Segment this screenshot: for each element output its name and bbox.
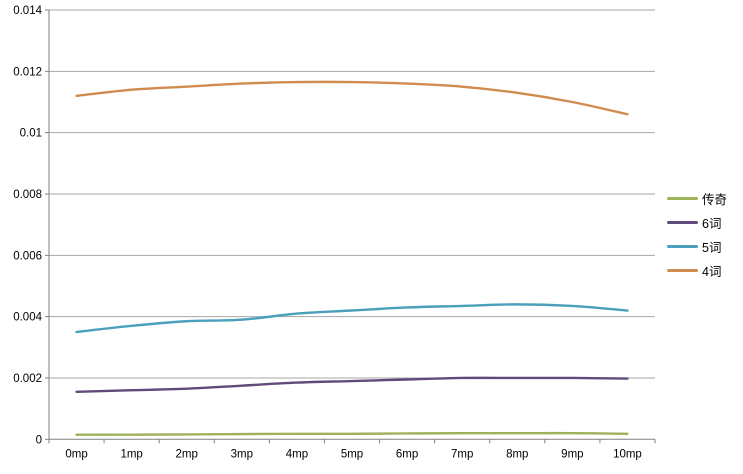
x-tick-label: 0mp: [65, 448, 87, 460]
series-line-2: [75, 303, 629, 334]
legend-item-chuanqi: 传奇: [667, 186, 727, 210]
x-tick-label: 5mp: [341, 448, 363, 460]
legend-label: 4词: [702, 264, 722, 279]
x-tick-label: 7mp: [451, 448, 473, 460]
legend-swatch-icon: [667, 220, 698, 224]
legend-swatch-icon: [667, 244, 698, 248]
y-tick-label: 0.006: [13, 250, 42, 262]
y-tick-label: 0.008: [13, 189, 42, 201]
y-tick-label: 0.012: [13, 66, 42, 78]
x-tick-label: 3mp: [231, 448, 253, 460]
y-tick-label: 0.014: [13, 5, 42, 17]
x-tick-label: 9mp: [561, 448, 583, 460]
y-tick-label: 0.002: [13, 373, 42, 385]
legend-item-4ci: 4词: [667, 258, 727, 282]
legend-label: 传奇: [702, 192, 728, 207]
series-line-0: [75, 431, 629, 436]
chart-legend: 传奇 6词 5词 4词: [667, 186, 727, 282]
legend-item-6ci: 6词: [667, 210, 727, 234]
x-tick-label: 2mp: [176, 448, 198, 460]
x-tick-label: 8mp: [506, 448, 528, 460]
y-tick-label: 0.004: [13, 312, 42, 324]
series-line-1: [75, 376, 629, 393]
legend-swatch-icon: [667, 268, 698, 272]
y-tick-label: 0: [36, 434, 42, 446]
x-tick-label: 6mp: [396, 448, 418, 460]
legend-label: 6词: [702, 216, 722, 231]
legend-item-5ci: 5词: [667, 234, 727, 258]
legend-swatch-icon: [667, 196, 698, 200]
y-tick-label: 0.01: [20, 128, 42, 140]
series-line-3: [75, 80, 629, 116]
x-tick-label: 1mp: [120, 448, 142, 460]
x-tick-label: 10mp: [613, 448, 642, 460]
legend-label: 5词: [702, 240, 722, 255]
x-tick-label: 4mp: [286, 448, 308, 460]
